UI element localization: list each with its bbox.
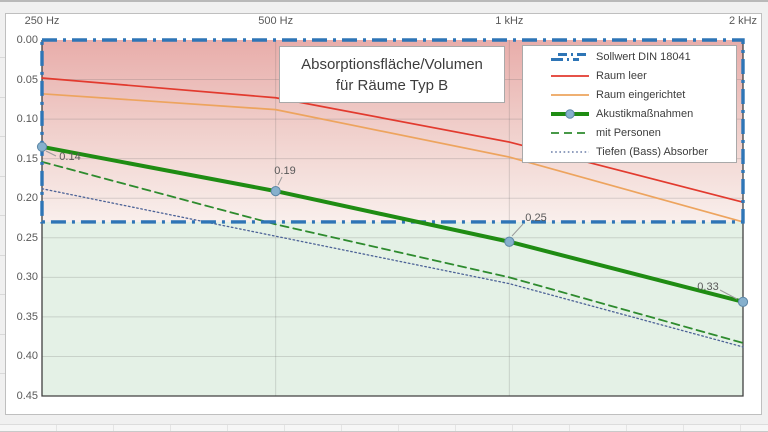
chart-title-line1: Absorptionsfläche/Volumen	[301, 55, 483, 73]
legend-item-label: Akustikmaßnahmen	[596, 107, 694, 120]
y-axis-label: 0.35	[16, 310, 38, 323]
tiefen-absorber-legend-key-icon	[551, 150, 589, 153]
window-top-edge	[0, 0, 768, 2]
legend-item-mit-personen: mit Personen	[551, 123, 736, 142]
y-axis-label: 0.15	[16, 152, 38, 165]
legend-item-tiefen-absorber: Tiefen (Bass) Absorber	[551, 142, 736, 161]
raum-leer-legend-key-icon	[551, 74, 589, 77]
worksheet-gridline	[0, 215, 5, 216]
legend-item-label: Sollwert DIN 18041	[596, 50, 691, 63]
worksheet-row-divider	[0, 424, 768, 432]
y-axis-label: 0.40	[16, 350, 38, 363]
x-axis-label: 250 Hz	[24, 15, 60, 27]
legend-item-label: mit Personen	[596, 126, 661, 139]
legend-item-label: Tiefen (Bass) Absorber	[596, 145, 709, 158]
x-axis-label: 1 kHz	[495, 15, 524, 27]
chart-legend[interactable]: Sollwert DIN 18041 Raum leer Raum eingeric…	[522, 45, 737, 163]
y-axis-label: 0.10	[16, 113, 38, 126]
worksheet-gridline	[0, 57, 5, 58]
raum-eingerichtet-legend-key-icon	[551, 93, 589, 96]
worksheet-gridline	[0, 176, 5, 177]
worksheet-gridline	[0, 334, 5, 335]
akustik-legend-key-icon	[551, 108, 589, 119]
worksheet-gridline	[0, 255, 5, 256]
y-axis-label: 0.25	[16, 231, 38, 244]
y-axis-label: 0.05	[16, 73, 38, 86]
sollwert-legend-key-icon	[551, 52, 589, 61]
legend-item-akustik: Akustikmaßnahmen	[551, 104, 736, 123]
mit-personen-legend-key-icon	[551, 131, 589, 134]
x-axis-label: 500 Hz	[258, 15, 294, 27]
y-axis-label: 0.45	[16, 390, 38, 402]
chart-title-box[interactable]: Absorptionsfläche/Volumen für Räume Typ …	[279, 46, 505, 103]
legend-item-raum-eingerichtet: Raum eingerichtet	[551, 85, 736, 104]
worksheet-gridline	[0, 373, 5, 374]
worksheet-gridline	[0, 294, 5, 295]
worksheet-gridline	[0, 136, 5, 137]
legend-item-sollwert: Sollwert DIN 18041	[551, 47, 736, 66]
worksheet-gridline	[0, 97, 5, 98]
chart-title-line2: für Räume Typ B	[335, 76, 449, 94]
y-axis-label: 0.30	[16, 271, 38, 284]
legend-item-label: Raum eingerichtet	[596, 88, 686, 101]
x-axis-label: 2 kHz	[728, 15, 758, 27]
y-axis-label: 0.20	[16, 192, 38, 205]
legend-item-raum-leer: Raum leer	[551, 66, 736, 85]
y-axis-label: 0.00	[16, 34, 38, 46]
legend-item-label: Raum leer	[596, 69, 647, 82]
worksheet-bottom-strip	[0, 416, 768, 432]
